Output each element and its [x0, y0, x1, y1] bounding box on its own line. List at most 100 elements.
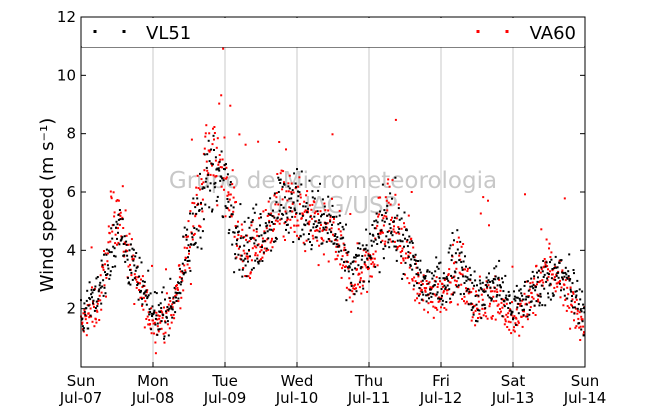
- data-point: [288, 187, 291, 190]
- data-point: [150, 307, 153, 310]
- data-point: [440, 288, 443, 290]
- data-point: [582, 325, 585, 328]
- data-point: [297, 224, 300, 227]
- data-point: [101, 264, 104, 267]
- data-point: [365, 251, 368, 254]
- data-point: [434, 270, 437, 273]
- data-point: [169, 277, 172, 280]
- data-point: [124, 242, 127, 245]
- data-point: [525, 303, 528, 306]
- data-point: [524, 280, 526, 283]
- data-point: [282, 235, 285, 238]
- data-point: [294, 187, 297, 190]
- data-point: [567, 270, 570, 273]
- data-point: [196, 246, 199, 249]
- data-point: [109, 190, 112, 193]
- data-point: [240, 223, 243, 226]
- data-point: [269, 213, 272, 216]
- data-point: [325, 222, 328, 225]
- data-point: [539, 280, 542, 283]
- data-point: [107, 225, 110, 228]
- data-point: [151, 305, 154, 308]
- data-point: [321, 213, 323, 216]
- data-point: [425, 294, 428, 297]
- data-point: [505, 302, 508, 305]
- data-point: [349, 289, 352, 292]
- data-point: [146, 315, 149, 318]
- data-point: [474, 295, 477, 297]
- data-point: [473, 284, 476, 287]
- data-point: [491, 290, 494, 293]
- data-point: [386, 209, 389, 212]
- data-point: [479, 212, 482, 215]
- data-point: [453, 239, 455, 242]
- data-point: [152, 319, 154, 322]
- data-point: [218, 154, 221, 156]
- data-point: [398, 218, 401, 221]
- data-point: [171, 306, 174, 309]
- data-point: [150, 312, 153, 315]
- data-point: [381, 239, 384, 242]
- data-point: [334, 238, 337, 241]
- data-point: [579, 309, 582, 311]
- x-tick-label-date: Jul-07: [59, 389, 103, 407]
- data-point: [330, 227, 333, 230]
- data-point: [470, 302, 473, 305]
- data-point: [215, 146, 218, 149]
- data-point: [150, 328, 153, 331]
- data-point: [468, 266, 471, 269]
- data-point: [581, 290, 584, 293]
- data-point: [455, 267, 458, 270]
- data-point: [422, 274, 425, 277]
- data-point: [310, 248, 313, 251]
- data-point: [224, 168, 226, 171]
- data-point: [366, 257, 369, 260]
- data-point: [381, 219, 384, 222]
- data-point: [445, 308, 448, 311]
- data-point: [87, 304, 90, 307]
- data-point: [94, 307, 97, 309]
- data-point: [249, 238, 252, 240]
- data-point: [119, 218, 122, 221]
- data-point: [282, 213, 285, 216]
- legend-marker: [93, 30, 97, 33]
- data-point: [337, 243, 340, 246]
- data-point: [339, 237, 342, 240]
- data-point: [134, 255, 137, 258]
- data-point: [192, 225, 195, 228]
- data-point: [189, 246, 191, 249]
- data-point: [510, 313, 513, 316]
- data-point: [540, 228, 543, 231]
- data-point: [252, 267, 255, 270]
- data-point: [465, 300, 468, 303]
- data-point: [214, 181, 217, 184]
- data-point: [271, 215, 274, 217]
- data-point: [506, 326, 509, 328]
- data-point: [233, 186, 236, 189]
- data-point: [141, 280, 144, 283]
- data-point: [333, 235, 336, 237]
- data-point: [408, 241, 411, 244]
- data-point: [364, 264, 367, 267]
- data-point: [85, 315, 88, 317]
- data-point: [281, 188, 284, 191]
- data-point: [345, 286, 348, 289]
- data-point: [496, 304, 499, 307]
- data-point: [238, 133, 241, 136]
- data-point: [532, 312, 535, 314]
- data-point: [156, 318, 159, 321]
- data-point: [397, 226, 400, 229]
- data-point: [497, 276, 500, 279]
- data-point: [435, 307, 438, 309]
- data-point: [253, 242, 256, 245]
- data-point: [251, 236, 254, 239]
- data-point: [436, 265, 439, 268]
- data-point: [100, 259, 103, 262]
- data-point: [568, 253, 571, 256]
- data-point: [489, 280, 491, 283]
- data-point: [541, 304, 544, 307]
- data-point: [468, 290, 471, 293]
- data-point: [192, 197, 195, 200]
- data-point: [447, 273, 450, 276]
- data-point: [323, 205, 326, 208]
